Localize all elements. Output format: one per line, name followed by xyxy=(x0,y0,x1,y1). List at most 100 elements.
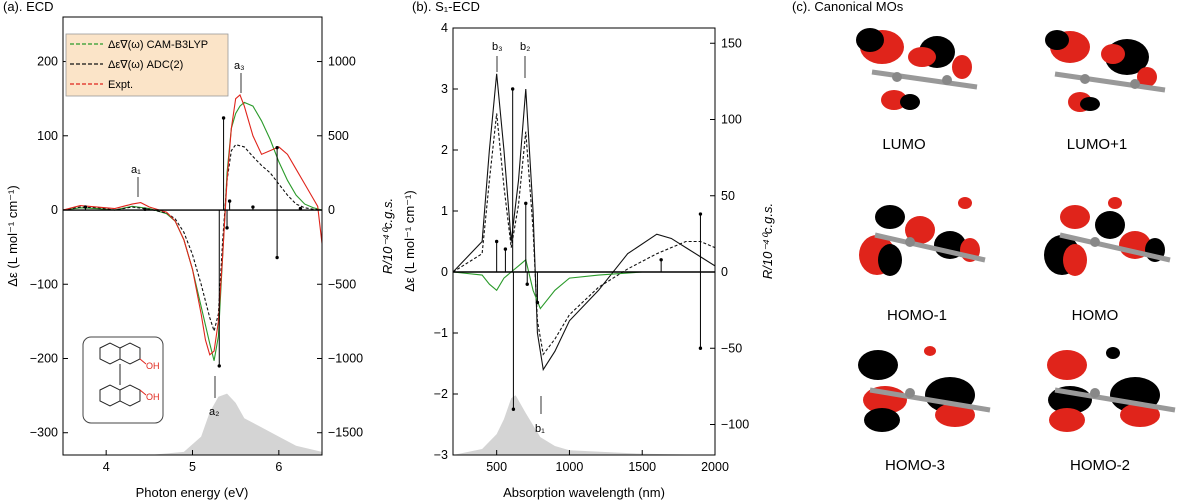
panel-a-ecd: (a). ECD 4 5 6−300−200−1000100200−1500−100… xyxy=(3,0,395,500)
mo-image-lumo-plus-1 xyxy=(1045,30,1166,112)
series-line-0 xyxy=(453,73,715,372)
y2-tick-label-0: −1500 xyxy=(328,426,363,440)
x-tick-label-1: 1000 xyxy=(556,460,584,474)
stick-end-8 xyxy=(275,145,279,150)
annotation-b3: b₃ xyxy=(492,41,503,53)
y-tick-label-0: −300 xyxy=(30,426,58,440)
panel-b-series-group xyxy=(453,73,715,372)
y-tick-label-1: −2 xyxy=(434,387,448,401)
stick-end-4 xyxy=(225,226,229,230)
series-line-2 xyxy=(453,258,715,310)
panel-b-frame xyxy=(452,27,716,456)
binol-structure-inset: OH OH xyxy=(82,336,164,424)
legend-label-cam: Δε∇(ω) CAM-B3LYP xyxy=(108,39,208,51)
y-tick-label-7: 4 xyxy=(441,21,448,35)
panel-b-title: (b). S₁-ECD xyxy=(412,0,480,14)
panel-a-annotations: a₁ a₂ a₃ xyxy=(131,60,245,418)
legend-label-adc2: Δε∇(ω) ADC(2) xyxy=(108,59,183,71)
stick-end-3 xyxy=(511,407,516,411)
mo-label-homo-minus-2: HOMO-2 xyxy=(1070,457,1130,474)
panel-b-annotations: b₁ b₂ b₃ xyxy=(492,41,545,435)
annotation-a3: a₃ xyxy=(234,60,245,72)
mo-image-lumo xyxy=(856,28,978,110)
y-tick-label-3: 0 xyxy=(51,203,58,217)
x-tick-label-0: 4 xyxy=(103,460,110,474)
mo-image-homo-minus-3 xyxy=(858,346,991,432)
y2-tick-label-3: 50 xyxy=(721,189,735,203)
stick-end-0 xyxy=(83,205,88,209)
stick-end-2 xyxy=(217,364,221,368)
mo-image-homo-minus-2 xyxy=(1047,347,1176,432)
series-line-0 xyxy=(63,101,322,361)
mo-label-lumo-plus-1: LUMO+1 xyxy=(1067,136,1127,153)
panel-a-legend: Δε∇(ω) CAM-B3LYP Δε∇(ω) ADC(2) Expt. xyxy=(65,33,229,97)
stick-end-6 xyxy=(251,205,255,209)
stick-end-6 xyxy=(535,300,540,305)
panel-c-canonical-mos: (c). Canonical MOs LUMO xyxy=(792,0,1176,474)
panel-b-xlabel: Absorption wavelength (nm) xyxy=(503,485,665,500)
panel-a-absorption-area xyxy=(63,393,322,455)
stick-end-7 xyxy=(275,255,279,260)
mo-label-homo-minus-1: HOMO-1 xyxy=(887,307,947,324)
series-line-1 xyxy=(453,113,715,356)
mo-label-homo-minus-3: HOMO-3 xyxy=(885,457,945,474)
x-tick-label-1: 5 xyxy=(189,460,196,474)
panel-b-ylabel: Δε (L mol⁻¹ cm⁻¹) xyxy=(402,190,417,291)
panel-c-title: (c). Canonical MOs xyxy=(792,0,904,14)
y-tick-label-6: 3 xyxy=(441,82,448,96)
legend-label-expt: Expt. xyxy=(108,79,133,91)
panel-b-y2label: R/10⁻⁴⁰c.g.s. xyxy=(760,203,775,279)
x-tick-label-3: 2000 xyxy=(701,460,729,474)
stick-end-5 xyxy=(227,199,232,203)
oh-bond-1 xyxy=(139,358,147,365)
y2-tick-label-5: 1000 xyxy=(328,55,356,69)
x-tick-label-0: 500 xyxy=(486,460,507,474)
panel-b-s1-ecd: (b). S₁-ECD 500 1000 1500 2000−3−2−101234−1… xyxy=(402,0,775,500)
y2-tick-label-1: −50 xyxy=(721,341,742,355)
stick-end-9 xyxy=(698,346,703,350)
y-tick-label-2: −100 xyxy=(30,277,58,291)
y-tick-label-2: −1 xyxy=(434,326,448,340)
annotation-b1: b₁ xyxy=(535,423,545,435)
mo-label-lumo: LUMO xyxy=(882,136,925,153)
mo-image-homo-minus-1 xyxy=(859,197,986,276)
stick-end-8 xyxy=(698,212,703,216)
stick-end-0 xyxy=(494,239,499,244)
inset-box xyxy=(82,336,164,424)
y-tick-label-4: 1 xyxy=(441,204,448,218)
panel-a-rotatory-sticks xyxy=(83,116,303,368)
panel-b-axis-ticks: 500 1000 1500 2000 −3 −2 −1 0 1 2 3 4 −100 −50 0 50 100 1… xyxy=(434,21,749,474)
panel-a-title: (a). ECD xyxy=(3,0,54,14)
panel-a-ylabel: Δε (L mol⁻¹ cm⁻¹) xyxy=(5,185,20,286)
y2-tick-label-2: 0 xyxy=(721,265,728,279)
annotation-a2: a₂ xyxy=(209,406,219,418)
annotation-a1: a₁ xyxy=(131,164,141,176)
annotation-b2: b₂ xyxy=(520,41,530,53)
y2-tick-label-0: −100 xyxy=(721,418,749,432)
naphthyl-ring-2b xyxy=(119,384,141,407)
panel-b-rotatory-sticks xyxy=(494,87,703,411)
oh-bond-2 xyxy=(139,389,147,396)
series-line-2 xyxy=(63,94,322,356)
series-line-1 xyxy=(63,144,322,334)
stick-end-2 xyxy=(510,87,515,91)
mo-label-homo: HOMO xyxy=(1072,307,1119,324)
panel-a-y2label: R/10⁻⁴⁰c.g.s. xyxy=(380,198,395,274)
y-tick-label-0: −3 xyxy=(434,448,448,462)
y-tick-label-4: 100 xyxy=(37,129,58,143)
y2-tick-label-2: −500 xyxy=(328,277,356,291)
x-tick-label-2: 1500 xyxy=(628,460,656,474)
stick-end-1 xyxy=(503,247,508,251)
panel-a-xlabel: Photon energy (eV) xyxy=(136,485,249,500)
y-tick-label-1: −200 xyxy=(30,351,58,365)
y-tick-label-3: 0 xyxy=(441,265,448,279)
x-tick-label-2: 6 xyxy=(275,460,282,474)
y-tick-label-5: 2 xyxy=(441,143,448,157)
panel-a-axis-ticks: 4 5 6−300−200−1000100200−1500−1000−5000500… xyxy=(30,55,363,474)
stick-end-7 xyxy=(659,258,663,262)
y2-tick-label-1: −1000 xyxy=(328,351,363,365)
stick-end-4 xyxy=(524,201,528,206)
mo-image-homo xyxy=(1044,197,1171,276)
y2-tick-label-5: 150 xyxy=(721,36,742,50)
